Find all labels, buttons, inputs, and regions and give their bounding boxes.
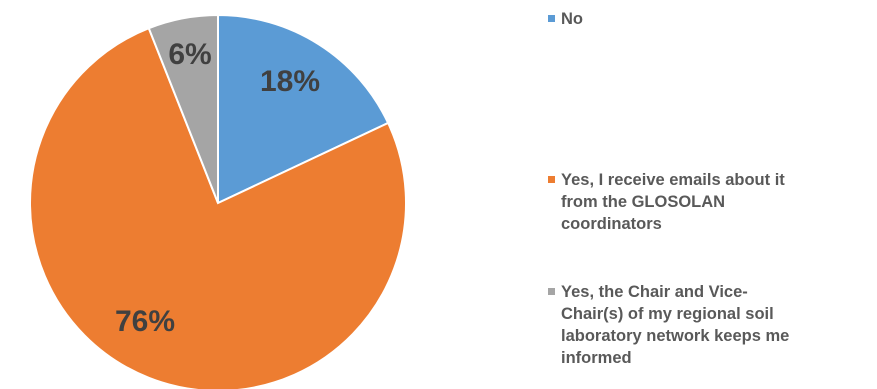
legend-line: Chair(s) of my regional soil xyxy=(561,305,774,323)
legend-swatch-no xyxy=(548,15,555,22)
legend-item-yes-emails: Yes, I receive emails about it from the … xyxy=(548,169,785,235)
legend-item-no: No xyxy=(548,8,583,30)
pie-slice-0 xyxy=(217,13,390,205)
legend-label-yes-chair: Yes, the Chair and Vice- Chair(s) of my … xyxy=(561,281,789,369)
legend-line: No xyxy=(561,10,583,28)
pie-slice-1 xyxy=(29,26,407,389)
pie-slice-2 xyxy=(147,13,219,204)
legend-swatch-yes-chair xyxy=(548,288,555,295)
legend-item-yes-chair: Yes, the Chair and Vice- Chair(s) of my … xyxy=(548,281,789,369)
legend-line: laboratory network keeps me xyxy=(561,327,790,345)
pie-data-label-0: 18% xyxy=(260,65,320,98)
legend-line: coordinators xyxy=(561,215,662,233)
legend-swatch-yes-emails xyxy=(548,176,555,183)
legend-label-yes-emails: Yes, I receive emails about it from the … xyxy=(561,169,785,235)
pie-data-label-1: 76% xyxy=(115,305,175,338)
legend: No Yes, I receive emails about it from t… xyxy=(548,0,868,389)
pie-data-labels: 18% 76% 6% xyxy=(115,38,320,338)
legend-line: Yes, I receive emails about it xyxy=(561,171,785,189)
pie-data-label-2: 6% xyxy=(168,38,211,71)
legend-line: from the GLOSOLAN xyxy=(561,193,726,211)
legend-line: Yes, the Chair and Vice- xyxy=(561,283,748,301)
pie-slices xyxy=(29,13,407,389)
legend-line: informed xyxy=(561,349,632,367)
legend-label-no: No xyxy=(561,8,583,30)
